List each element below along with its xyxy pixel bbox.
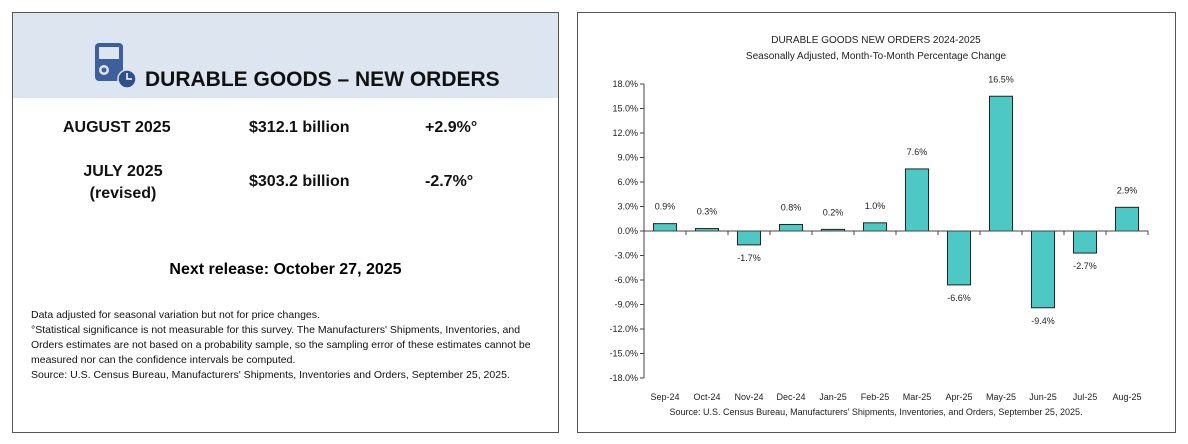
chart-title: DURABLE GOODS NEW ORDERS 2024-2025 xyxy=(771,35,981,46)
x-tick-label: Feb-25 xyxy=(861,392,890,402)
bar xyxy=(988,95,1014,232)
data-label: -2.7% xyxy=(1073,261,1097,271)
x-tick-label: Jan-25 xyxy=(819,392,847,402)
data-label: 0.3% xyxy=(697,207,718,217)
chart-panel: DURABLE GOODS NEW ORDERS 2024-2025 Seaso… xyxy=(577,12,1176,433)
y-tick-label: 15.0% xyxy=(612,104,638,114)
y-tick-label: -3.0% xyxy=(614,251,638,261)
y-tick-label: 12.0% xyxy=(612,128,638,138)
x-tick-label: Oct-24 xyxy=(693,392,720,402)
y-tick-label: 0.0% xyxy=(617,226,638,236)
y-tick-label: 9.0% xyxy=(617,153,638,163)
data-label: -6.6% xyxy=(947,293,971,303)
bar xyxy=(1030,230,1056,309)
x-tick-label: Apr-25 xyxy=(945,392,972,402)
y-tick-label: 6.0% xyxy=(617,177,638,187)
x-tick-label: Jul-25 xyxy=(1073,392,1098,402)
data-label: 0.9% xyxy=(655,202,676,212)
data-label: 0.2% xyxy=(823,207,844,217)
summary-panel: DURABLE GOODS – NEW ORDERS AUGUST 2025 $… xyxy=(12,12,559,433)
footnotes: Data adjusted for seasonal variation but… xyxy=(31,308,546,383)
value: $303.2 billion xyxy=(249,173,350,190)
x-tick-label: Aug-25 xyxy=(1112,392,1141,402)
y-tick-label: -12.0% xyxy=(609,324,638,334)
period-note: (revised) xyxy=(89,185,157,202)
y-tick-label: -6.0% xyxy=(614,275,638,285)
appliance-clock-icon xyxy=(95,43,137,89)
y-tick-label: -9.0% xyxy=(614,300,638,310)
x-tick-label: Nov-24 xyxy=(734,392,763,402)
footnote: Data adjusted for seasonal variation but… xyxy=(31,309,320,321)
bar xyxy=(652,223,678,232)
y-tick-label: 18.0% xyxy=(612,79,638,89)
data-label: 2.9% xyxy=(1117,185,1138,195)
bar xyxy=(862,222,888,232)
bar xyxy=(1114,206,1140,232)
value: $312.1 billion xyxy=(249,119,350,136)
bar xyxy=(736,230,762,246)
y-tick-label: -18.0% xyxy=(609,373,638,383)
data-label: 7.6% xyxy=(907,147,928,157)
period-label: AUGUST 2025 xyxy=(63,119,171,136)
page-title: DURABLE GOODS – NEW ORDERS xyxy=(145,68,500,91)
change: +2.9%° xyxy=(425,119,478,136)
period: JULY 2025 xyxy=(83,163,163,180)
data-label: -9.4% xyxy=(1031,316,1055,326)
data-label: -1.7% xyxy=(737,253,761,263)
period-label: JULY 2025 (revised) xyxy=(73,161,173,205)
chart-subtitle: Seasonally Adjusted, Month-To-Month Perc… xyxy=(746,51,1007,62)
bar xyxy=(904,168,930,232)
bar xyxy=(946,230,972,286)
next-release: Next release: October 27, 2025 xyxy=(169,261,402,278)
data-label: 16.5% xyxy=(988,74,1014,84)
bar xyxy=(778,223,804,232)
footnote: Source: U.S. Census Bureau, Manufacturer… xyxy=(31,369,510,381)
x-tick-label: Sep-24 xyxy=(650,392,679,402)
x-tick-label: Mar-25 xyxy=(903,392,932,402)
x-tick-label: May-25 xyxy=(986,392,1016,402)
bar-chart: DURABLE GOODS NEW ORDERS 2024-2025 Seaso… xyxy=(609,35,1149,417)
data-label: 0.8% xyxy=(781,202,802,212)
data-label: 1.0% xyxy=(865,201,886,211)
x-tick-label: Jun-25 xyxy=(1029,392,1057,402)
footnote: °Statistical significance is not measura… xyxy=(31,324,531,366)
change: -2.7%° xyxy=(425,173,474,190)
y-tick-label: 3.0% xyxy=(617,202,638,212)
bar xyxy=(1072,230,1098,254)
y-tick-label: -15.0% xyxy=(609,349,638,359)
x-tick-label: Dec-24 xyxy=(776,392,805,402)
chart-source: Source: U.S. Census Bureau, Manufacturer… xyxy=(670,407,1083,417)
